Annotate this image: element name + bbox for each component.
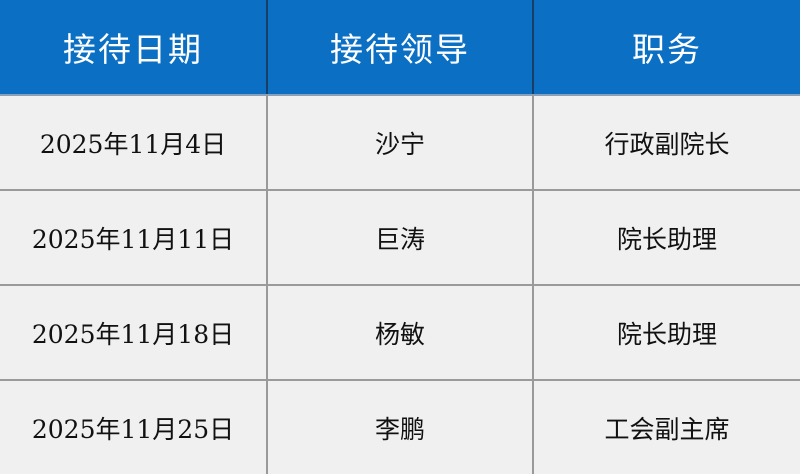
header-row: 接待日期 接待领导 职务	[0, 0, 800, 96]
date-cell: 2025年11月25日	[0, 380, 268, 474]
position-cell: 院长助理	[533, 285, 800, 381]
table-row: 2025年11月4日 沙宁 行政副院长	[0, 95, 800, 191]
table-row: 2025年11月25日 李鹏 工会副主席	[0, 380, 800, 474]
position-cell: 院长助理	[533, 190, 800, 286]
leader-cell: 杨敏	[267, 285, 534, 381]
date-cell: 2025年11月11日	[0, 190, 268, 286]
table-row: 2025年11月11日 巨涛 院长助理	[0, 190, 800, 286]
date-cell: 2025年11月4日	[0, 95, 268, 191]
leader-cell: 李鹏	[267, 380, 534, 474]
position-cell: 行政副院长	[533, 95, 800, 191]
leader-cell: 沙宁	[267, 95, 534, 191]
table-row: 2025年11月18日 杨敏 院长助理	[0, 285, 800, 381]
date-cell: 2025年11月18日	[0, 285, 268, 381]
position-cell: 工会副主席	[533, 380, 800, 474]
header-leader: 接待领导	[267, 0, 534, 96]
leader-cell: 巨涛	[267, 190, 534, 286]
header-date: 接待日期	[0, 0, 268, 96]
header-position: 职务	[533, 0, 800, 96]
